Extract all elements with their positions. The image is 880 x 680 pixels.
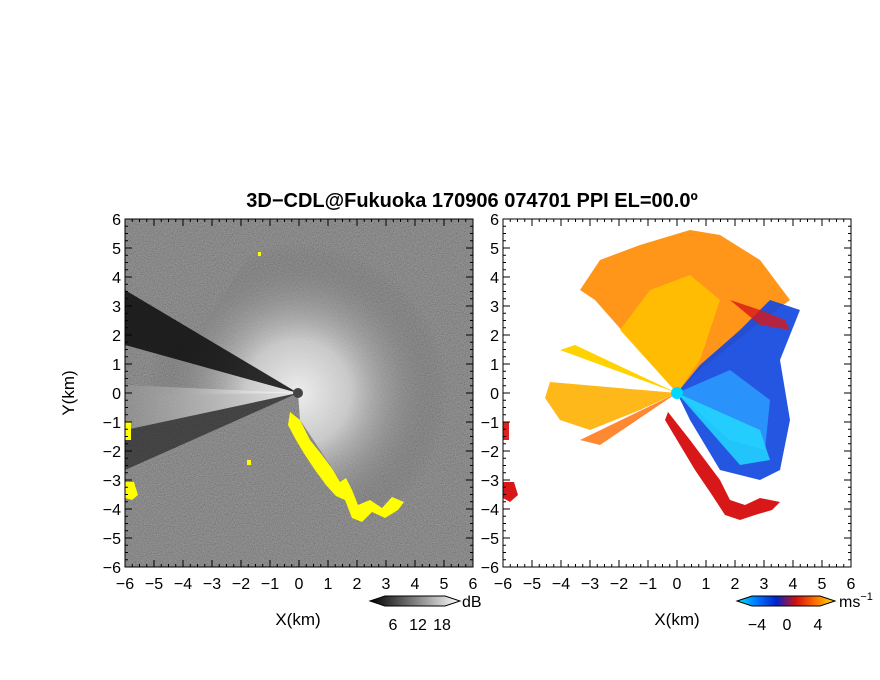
right-x-tick-label: −3 bbox=[581, 576, 599, 593]
reflectivity-colorbar-tick-18: 18 bbox=[433, 617, 451, 634]
left-x-tick-label: 5 bbox=[440, 576, 449, 593]
left-y-tick-label: −6 bbox=[103, 560, 121, 577]
right-y-tick-label: −2 bbox=[481, 444, 499, 461]
velocity-colorbar: ms−1 −4 0 4 bbox=[735, 591, 873, 634]
right-x-tick-label: 2 bbox=[731, 576, 740, 593]
right-fringe-cells-2 bbox=[730, 300, 790, 330]
right-y-tick-label: 6 bbox=[490, 212, 499, 229]
right-panel: −6 −5 −4 −3 −2 −1 0 1 2 3 4 5 6 6 5 4 3 2 1 0 −1 −2 −3 −4 −5 −6 X… bbox=[481, 212, 873, 634]
velocity-colorbar-tick-4: 4 bbox=[814, 617, 823, 634]
chart-title: 3D−CDL@Fukuoka 170906 074701 PPI EL=00.0… bbox=[246, 190, 698, 212]
right-x-tick-label: −5 bbox=[523, 576, 541, 593]
reflectivity-colorbar-tick-6: 6 bbox=[389, 617, 398, 634]
left-y-tick-label: 2 bbox=[112, 328, 121, 345]
left-y-tick-label: −3 bbox=[103, 473, 121, 490]
right-y-tick-label: 3 bbox=[490, 299, 499, 316]
right-y-tick-label: −5 bbox=[481, 531, 499, 548]
right-x-tick-label: −4 bbox=[552, 576, 570, 593]
right-y-tick-label: −6 bbox=[481, 560, 499, 577]
left-x-tick-label: 6 bbox=[469, 576, 478, 593]
reflectivity-colorbar-tick-12: 12 bbox=[409, 617, 427, 634]
left-y-tick-label: 0 bbox=[112, 386, 121, 403]
right-x-tick-label: −6 bbox=[494, 576, 512, 593]
left-y-tick-label: 6 bbox=[112, 212, 121, 229]
reflectivity-colorbar-bar bbox=[368, 595, 462, 607]
right-y-tick-label: −1 bbox=[481, 415, 499, 432]
left-x-tick-label: −1 bbox=[261, 576, 279, 593]
right-y-tick-label: 5 bbox=[490, 241, 499, 258]
right-y-tick-label: 0 bbox=[490, 386, 499, 403]
left-highlight-cells-3 bbox=[125, 482, 138, 500]
right-x-tick-label: 5 bbox=[818, 576, 827, 593]
left-dark-sector bbox=[125, 290, 298, 393]
right-x-tick-label: 3 bbox=[760, 576, 769, 593]
left-plot-area bbox=[125, 219, 473, 567]
right-y-tick-label: −4 bbox=[481, 502, 499, 519]
velocity-colorbar-tick-neg4: −4 bbox=[748, 617, 766, 634]
left-highlight-dot-2 bbox=[258, 252, 261, 256]
left-y-tick-label: −5 bbox=[103, 531, 121, 548]
right-x-tick-label: −1 bbox=[639, 576, 657, 593]
velocity-colorbar-unit: ms−1 bbox=[839, 591, 873, 611]
right-y-tick-label: 4 bbox=[490, 270, 499, 287]
right-receding-streak bbox=[560, 345, 677, 393]
right-y-tick-label: 2 bbox=[490, 328, 499, 345]
left-highlight-cells bbox=[288, 412, 404, 522]
right-radar-origin bbox=[671, 387, 683, 399]
left-x-tick-label: 2 bbox=[353, 576, 362, 593]
velocity-colorbar-unit-base: ms bbox=[839, 594, 860, 611]
left-x-tick-label: −4 bbox=[174, 576, 192, 593]
velocity-colorbar-unit-exp: −1 bbox=[860, 591, 873, 603]
left-y-tick-label: 4 bbox=[112, 270, 121, 287]
right-fringe-cells-4 bbox=[503, 422, 509, 440]
left-y-tick-label: −1 bbox=[103, 415, 121, 432]
left-echo-wedge bbox=[125, 385, 298, 430]
reflectivity-colorbar-unit: dB bbox=[462, 594, 482, 611]
left-y-tick-label: −4 bbox=[103, 502, 121, 519]
right-plot-area bbox=[503, 219, 851, 567]
right-axes: −6 −5 −4 −3 −2 −1 0 1 2 3 4 5 6 6 5 4 3 2 1 0 −1 −2 −3 −4 −5 −6 bbox=[481, 212, 856, 593]
left-x-label: X(km) bbox=[275, 610, 320, 629]
velocity-colorbar-bar bbox=[735, 595, 837, 607]
left-y-tick-label: 3 bbox=[112, 299, 121, 316]
right-x-label: X(km) bbox=[654, 610, 699, 629]
right-x-tick-label: 0 bbox=[673, 576, 682, 593]
left-x-tick-label: 4 bbox=[411, 576, 420, 593]
left-dark-sector-2 bbox=[125, 393, 298, 470]
left-x-tick-label: 1 bbox=[324, 576, 333, 593]
velocity-colorbar-tick-0: 0 bbox=[783, 617, 792, 634]
right-receding-streak-2 bbox=[580, 393, 677, 445]
left-x-tick-label: −2 bbox=[232, 576, 250, 593]
right-y-tick-label: 1 bbox=[490, 357, 499, 374]
right-x-tick-label: −2 bbox=[610, 576, 628, 593]
right-x-tick-label: 4 bbox=[789, 576, 798, 593]
right-receding-wedge bbox=[545, 382, 677, 430]
left-highlight-cells-2 bbox=[125, 422, 131, 440]
left-x-tick-label: 0 bbox=[295, 576, 304, 593]
left-x-tick-label: 3 bbox=[382, 576, 391, 593]
left-axes: −6 −5 −4 −3 −2 −1 0 1 2 3 4 5 6 6 5 4 3 2 1 0 −1 −2 −3 −4 −5 −6 bbox=[103, 212, 478, 593]
reflectivity-colorbar: dB 6 12 18 bbox=[368, 594, 482, 634]
left-x-tick-label: −5 bbox=[145, 576, 163, 593]
right-fringe-cells bbox=[665, 412, 780, 520]
left-y-label: Y(km) bbox=[59, 370, 78, 415]
left-radar-origin bbox=[293, 388, 303, 398]
left-y-tick-label: 1 bbox=[112, 357, 121, 374]
left-x-tick-label: −3 bbox=[203, 576, 221, 593]
right-approaching-fast bbox=[677, 393, 770, 465]
right-y-tick-label: −3 bbox=[481, 473, 499, 490]
left-x-tick-label: −6 bbox=[116, 576, 134, 593]
left-y-tick-label: −2 bbox=[103, 444, 121, 461]
right-x-tick-label: 1 bbox=[702, 576, 711, 593]
right-x-tick-label: 6 bbox=[847, 576, 856, 593]
right-receding-core bbox=[620, 275, 720, 393]
left-y-tick-label: 5 bbox=[112, 241, 121, 258]
left-highlight-dot bbox=[247, 460, 251, 465]
right-fringe-cells-3 bbox=[503, 482, 518, 502]
